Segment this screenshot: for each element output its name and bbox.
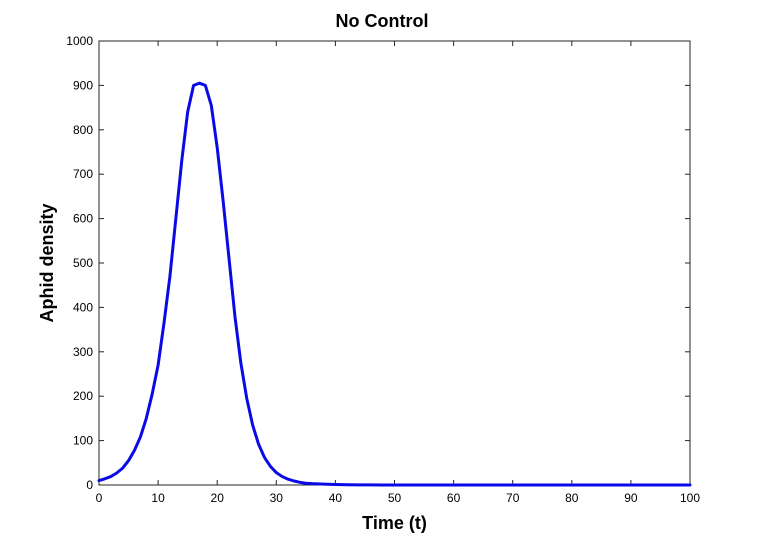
y-tick-label: 600 [73,212,93,226]
x-tick-label: 0 [96,491,103,505]
x-tick-label: 70 [506,491,520,505]
series-line-aphid-density [97,81,692,487]
y-tick-label: 100 [73,434,93,448]
y-tick-label: 1000 [66,34,93,48]
x-tick-label: 30 [270,491,284,505]
y-tick-label: 500 [73,256,93,270]
x-tick-label: 20 [211,491,225,505]
y-tick-label: 700 [73,167,93,181]
x-tick-label: 60 [447,491,461,505]
y-axis-ticks: 0 100 200 300 400 500 600 700 800 900 1000 [66,34,690,492]
x-axis-ticks: 0 10 20 30 40 50 60 70 80 90 100 [96,41,700,505]
y-tick-label: 200 [73,389,93,403]
plot-area [98,40,691,486]
x-tick-label: 90 [624,491,638,505]
x-tick-label: 40 [329,491,343,505]
y-tick-label: 400 [73,300,93,314]
y-tick-label: 900 [73,78,93,92]
y-axis-label: Aphid density [37,203,57,322]
x-tick-label: 80 [565,491,579,505]
x-axis-label: Time (t) [362,513,427,533]
y-tick-label: 0 [86,478,93,492]
x-tick-label: 50 [388,491,402,505]
y-tick-label: 300 [73,345,93,359]
x-tick-label: 100 [680,491,700,505]
x-tick-label: 10 [151,491,165,505]
chart-title: No Control [336,11,429,31]
y-tick-label: 800 [73,123,93,137]
